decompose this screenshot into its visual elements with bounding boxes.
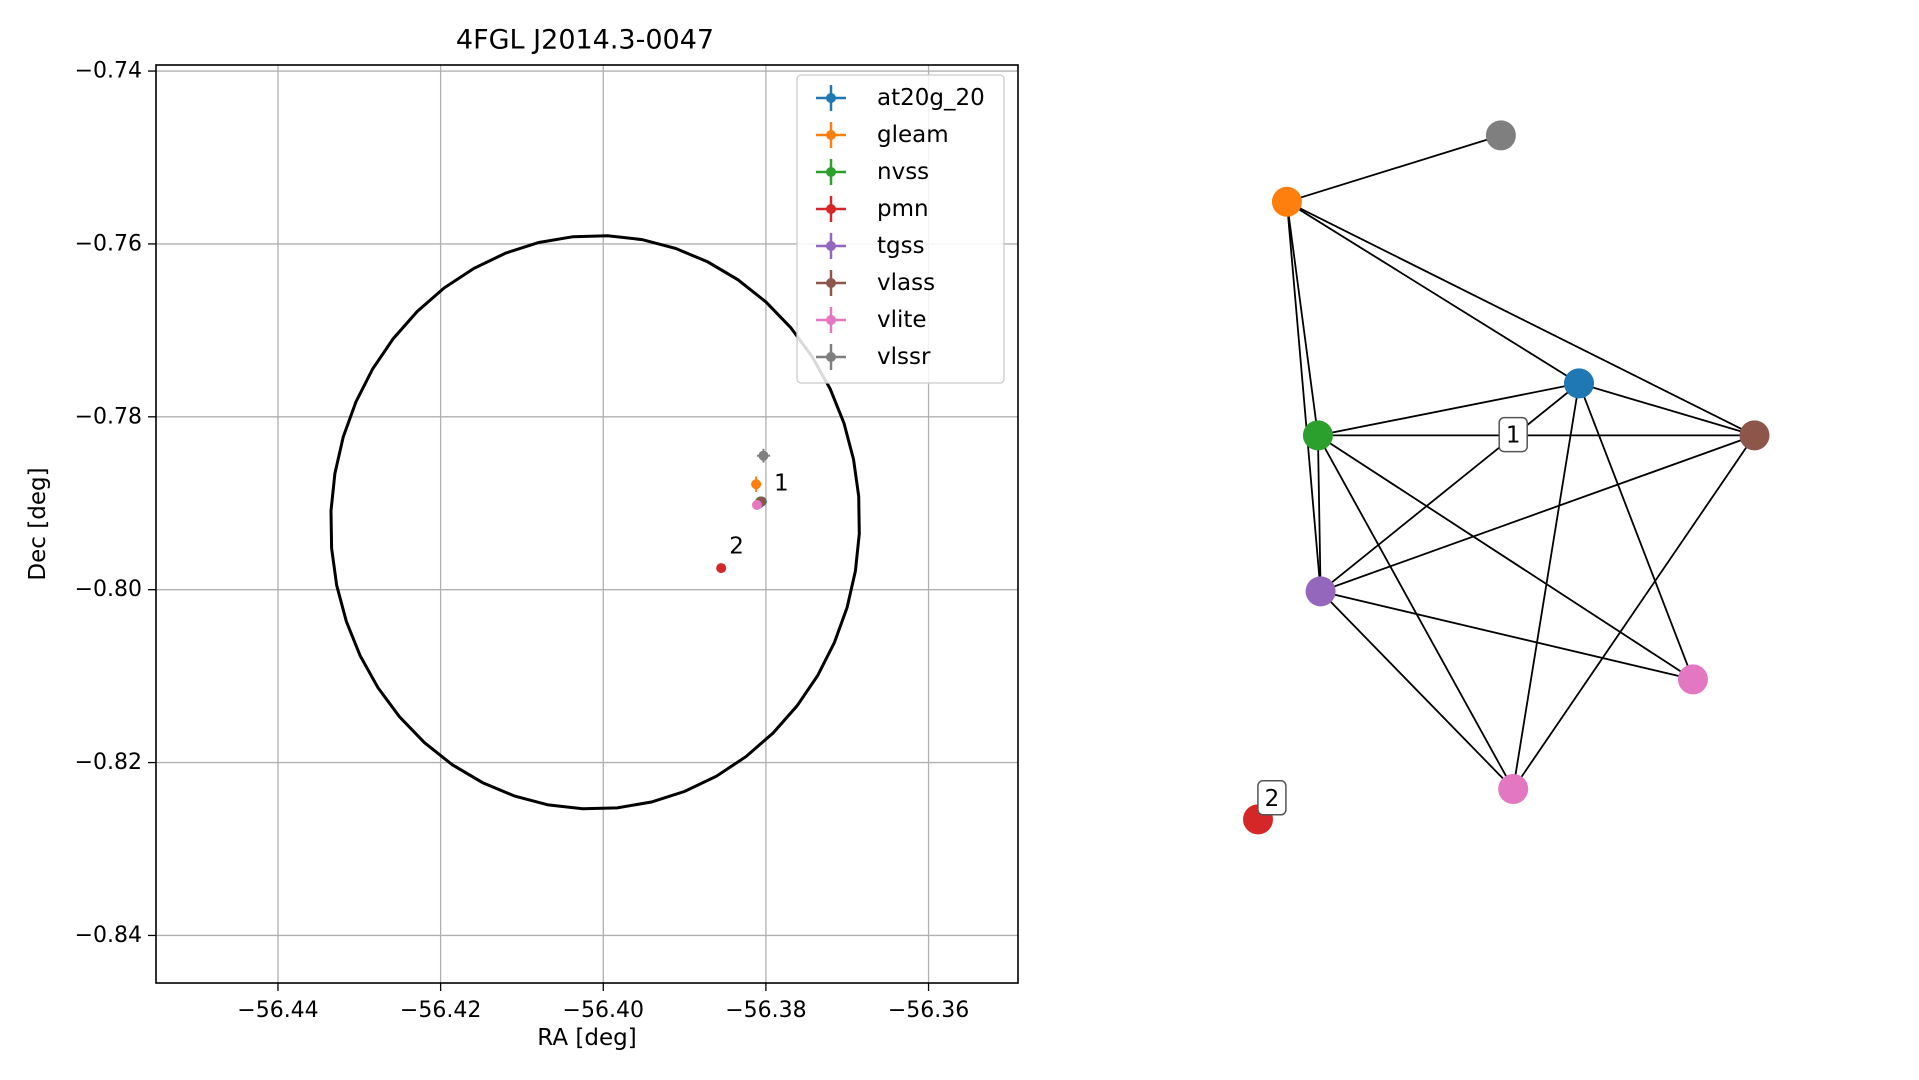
y-tick-label: −0.82 <box>75 750 142 775</box>
legend-item-nvss: nvss <box>816 159 929 185</box>
x-tick-label: −56.42 <box>400 998 481 1023</box>
network-labels: 12 <box>1257 416 1528 816</box>
node-gleam <box>1271 186 1302 217</box>
confidence-ellipse <box>329 234 861 811</box>
edge-vlass-tgss <box>1320 434 1755 593</box>
legend-item-gleam: gleam <box>816 122 949 148</box>
edge-vlssr-gleam <box>1286 134 1502 203</box>
edge-at20g_20-tgss <box>1320 382 1580 593</box>
legend-item-at20g_20: at20g_20 <box>816 85 985 111</box>
edge-at20g_20-vlite_b <box>1512 383 1580 790</box>
legend-label: nvss <box>877 159 929 185</box>
edge-at20g_20-nvss <box>1317 382 1580 437</box>
legend-label: tgss <box>877 233 925 259</box>
legend-swatch-marker <box>826 278 836 288</box>
x-tick-label: −56.38 <box>725 998 806 1023</box>
annotation-1: 1 <box>774 470 789 496</box>
x-tick-label: −56.36 <box>888 998 969 1023</box>
edge-at20g_20-vlite_a <box>1578 383 1694 680</box>
legend-swatch-marker <box>826 167 836 177</box>
legend-item-pmn: pmn <box>816 196 929 222</box>
chart-title: 4FGL J2014.3-0047 <box>456 25 714 56</box>
y-tick-label: −0.76 <box>75 231 142 256</box>
node-vlite_a <box>1677 664 1708 695</box>
annotation-2: 2 <box>729 533 744 559</box>
legend-swatch-marker <box>826 241 836 251</box>
node-vlite_b <box>1498 774 1529 804</box>
y-axis-label: Dec [deg] <box>25 467 51 580</box>
node-label-1: 1 <box>1498 416 1528 453</box>
point-vlite <box>751 499 762 510</box>
legend-label: vlass <box>877 270 935 296</box>
legend-label: pmn <box>877 196 929 222</box>
network-graph: 12 <box>1243 120 1770 835</box>
legend-box <box>796 74 1005 384</box>
point-annotations: 12 <box>729 470 788 559</box>
plot-frame <box>155 64 1019 984</box>
legend-label: vlite <box>877 307 927 333</box>
legend-label: gleam <box>877 122 949 148</box>
label-text: 1 <box>1506 423 1521 449</box>
legend-swatch-marker <box>826 315 836 325</box>
node-vlass <box>1739 420 1770 451</box>
point-vlssr <box>756 448 770 463</box>
marker <box>758 450 769 461</box>
node-tgss <box>1305 576 1336 607</box>
edge-tgss-vlite_a <box>1320 590 1694 681</box>
y-axis-ticks: −0.74 −0.76 −0.78 −0.80 −0.82 −0.84 <box>75 59 156 948</box>
edge-nvss-vlite_a <box>1317 434 1694 681</box>
y-tick-label: −0.84 <box>75 923 142 948</box>
network-nodes <box>1243 120 1770 835</box>
grid <box>156 65 1018 983</box>
legend-swatch-marker <box>826 204 836 214</box>
legend-item-vlite: vlite <box>816 307 927 333</box>
marker <box>751 499 762 510</box>
node-nvss <box>1302 420 1333 451</box>
y-tick-label: −0.80 <box>75 577 142 602</box>
edge-vlass-vlite_b <box>1512 434 1756 790</box>
edge-gleam-at20g_20 <box>1286 201 1580 385</box>
label-text: 2 <box>1265 786 1280 812</box>
legend-swatch-marker <box>826 130 836 140</box>
x-tick-label: −56.40 <box>563 998 644 1023</box>
edge-tgss-vlite_b <box>1319 590 1514 790</box>
data-points <box>716 448 770 574</box>
node-vlssr <box>1485 120 1516 151</box>
confidence-ellipse-layer <box>329 234 861 811</box>
x-axis-ticks: −56.44 −56.42 −56.40 −56.38 −56.36 <box>237 983 969 1023</box>
y-tick-label: −0.78 <box>75 404 142 429</box>
network-edges <box>1285 134 1756 790</box>
legend-swatch-marker <box>826 93 836 103</box>
label-box <box>1257 780 1287 816</box>
x-tick-label: −56.44 <box>237 998 318 1023</box>
point-gleam <box>751 476 762 493</box>
marker <box>751 479 762 490</box>
legend-label: vlssr <box>877 344 931 370</box>
legend-swatch-marker <box>826 352 836 362</box>
edge-gleam-tgss <box>1285 201 1322 592</box>
legend-item-vlass: vlass <box>816 270 935 296</box>
edge-gleam-nvss <box>1286 201 1319 436</box>
point-pmn <box>716 563 727 574</box>
edge-gleam-vlass <box>1286 200 1755 437</box>
marker <box>716 563 727 574</box>
x-axis-label: RA [deg] <box>537 1025 636 1051</box>
y-tick-label: −0.74 <box>75 59 142 84</box>
node-at20g_20 <box>1564 368 1595 399</box>
legend-label: at20g_20 <box>877 85 985 111</box>
edge-nvss-vlite_b <box>1317 434 1514 790</box>
edge-at20g_20-vlass <box>1578 382 1755 437</box>
legend-item-vlssr: vlssr <box>816 344 931 370</box>
scatter-plot: 4FGL J2014.3-0047 12 −56.44 −56.42 −56.40−… <box>25 25 1019 1051</box>
label-box <box>1498 416 1528 453</box>
legend-item-tgss: tgss <box>816 233 925 259</box>
node-label-2: 2 <box>1257 780 1287 816</box>
edge-nvss-tgss <box>1317 435 1322 592</box>
